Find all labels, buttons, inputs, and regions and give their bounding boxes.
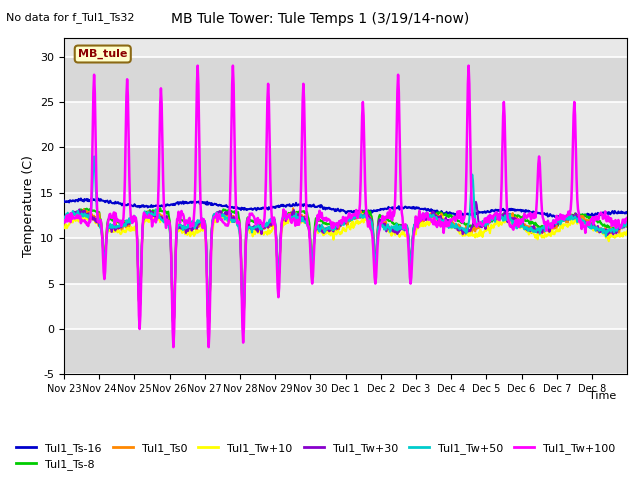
Bar [64, 238, 627, 284]
Text: Time: Time [589, 391, 616, 401]
Text: MB Tule Tower: Tule Temps 1 (3/19/14-now): MB Tule Tower: Tule Temps 1 (3/19/14-now… [171, 12, 469, 26]
Bar [64, 329, 627, 374]
Y-axis label: Temperature (C): Temperature (C) [22, 156, 35, 257]
Bar [64, 193, 627, 238]
Text: No data for f_Tul1_Ts32: No data for f_Tul1_Ts32 [6, 12, 135, 23]
Legend: Tul1_Ts-16, Tul1_Ts-8, Tul1_Ts0, Tul1_Tw+10, Tul1_Tw+30, Tul1_Tw+50, Tul1_Tw+100: Tul1_Ts-16, Tul1_Ts-8, Tul1_Ts0, Tul1_Tw… [12, 438, 620, 474]
Text: MB_tule: MB_tule [78, 49, 127, 59]
Bar [64, 284, 627, 329]
Bar [64, 57, 627, 102]
Bar [64, 102, 627, 147]
Bar [64, 147, 627, 193]
